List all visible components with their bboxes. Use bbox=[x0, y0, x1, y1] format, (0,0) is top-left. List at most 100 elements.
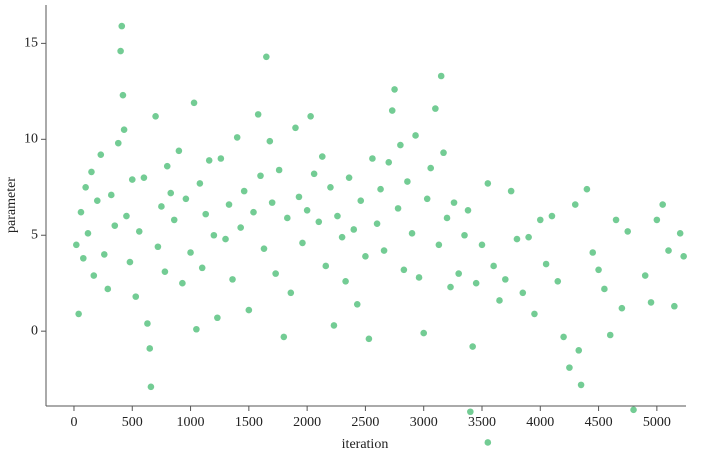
point bbox=[571, 201, 579, 208]
point bbox=[170, 216, 178, 224]
point bbox=[222, 235, 229, 243]
point bbox=[427, 164, 434, 172]
point bbox=[322, 262, 330, 270]
point bbox=[107, 191, 115, 199]
point bbox=[260, 245, 268, 252]
point bbox=[205, 157, 213, 164]
x-tick-label: 3500 bbox=[468, 415, 496, 430]
point bbox=[484, 180, 492, 187]
point bbox=[365, 335, 373, 343]
point bbox=[272, 270, 279, 277]
point bbox=[443, 214, 451, 222]
point bbox=[307, 112, 314, 120]
point bbox=[132, 293, 140, 300]
point bbox=[394, 205, 402, 212]
point bbox=[93, 197, 101, 205]
point bbox=[671, 302, 678, 310]
point bbox=[423, 195, 431, 203]
point bbox=[450, 199, 458, 206]
point bbox=[196, 180, 204, 187]
point bbox=[90, 272, 98, 279]
point bbox=[560, 333, 567, 341]
point bbox=[214, 314, 221, 322]
point bbox=[295, 193, 303, 201]
point bbox=[163, 162, 171, 170]
point bbox=[140, 174, 148, 181]
point bbox=[193, 325, 200, 333]
point bbox=[589, 249, 597, 256]
point bbox=[233, 134, 241, 141]
x-tick-label: 4500 bbox=[585, 415, 613, 430]
point bbox=[525, 233, 532, 241]
point bbox=[415, 274, 423, 281]
point bbox=[152, 112, 159, 120]
point bbox=[198, 264, 206, 272]
point bbox=[432, 105, 439, 112]
point bbox=[327, 183, 334, 191]
point bbox=[250, 208, 257, 216]
point bbox=[472, 279, 480, 287]
point bbox=[123, 212, 130, 220]
point bbox=[484, 439, 492, 446]
point bbox=[464, 206, 472, 214]
y-axis-title: parameter bbox=[4, 177, 19, 233]
point bbox=[117, 47, 124, 55]
x-axis-title: iteration bbox=[342, 437, 389, 452]
y-tick-label: 15 bbox=[24, 36, 38, 51]
point bbox=[362, 253, 369, 260]
point bbox=[618, 304, 626, 312]
point bbox=[435, 241, 443, 249]
point bbox=[245, 306, 253, 314]
point bbox=[292, 124, 299, 132]
y-tick-label: 10 bbox=[24, 132, 38, 147]
point bbox=[187, 249, 194, 256]
point bbox=[630, 406, 637, 414]
point bbox=[126, 258, 134, 266]
point bbox=[353, 301, 361, 308]
point bbox=[338, 233, 346, 241]
point bbox=[502, 276, 509, 283]
point bbox=[175, 147, 183, 155]
x-tick-label: 2000 bbox=[293, 415, 321, 430]
point bbox=[275, 166, 283, 174]
point bbox=[377, 185, 384, 193]
point bbox=[310, 170, 318, 178]
point bbox=[146, 345, 154, 352]
point bbox=[318, 153, 326, 160]
point bbox=[391, 86, 398, 93]
point bbox=[653, 216, 661, 224]
point bbox=[334, 212, 341, 220]
point bbox=[82, 183, 89, 191]
point bbox=[268, 199, 276, 206]
x-tick-label: 0 bbox=[70, 415, 77, 430]
point bbox=[128, 176, 136, 183]
point bbox=[84, 230, 92, 237]
point bbox=[647, 299, 655, 306]
point bbox=[437, 72, 445, 80]
point bbox=[665, 247, 672, 254]
point bbox=[254, 111, 262, 118]
point bbox=[350, 226, 358, 233]
point bbox=[490, 262, 497, 270]
point bbox=[111, 222, 119, 229]
x-tick-label: 500 bbox=[122, 415, 143, 430]
point bbox=[100, 251, 108, 258]
point bbox=[73, 241, 80, 249]
point bbox=[531, 310, 538, 318]
point bbox=[299, 239, 306, 247]
point bbox=[190, 99, 198, 107]
point bbox=[404, 178, 411, 185]
point bbox=[440, 149, 447, 157]
point bbox=[144, 320, 151, 327]
point bbox=[478, 241, 486, 249]
point bbox=[467, 408, 474, 416]
point bbox=[447, 283, 454, 291]
point bbox=[225, 201, 233, 208]
point bbox=[548, 212, 556, 220]
point bbox=[641, 272, 649, 279]
point bbox=[315, 218, 323, 226]
point bbox=[373, 220, 381, 228]
point bbox=[284, 214, 291, 222]
point bbox=[595, 266, 602, 274]
point bbox=[469, 343, 476, 350]
